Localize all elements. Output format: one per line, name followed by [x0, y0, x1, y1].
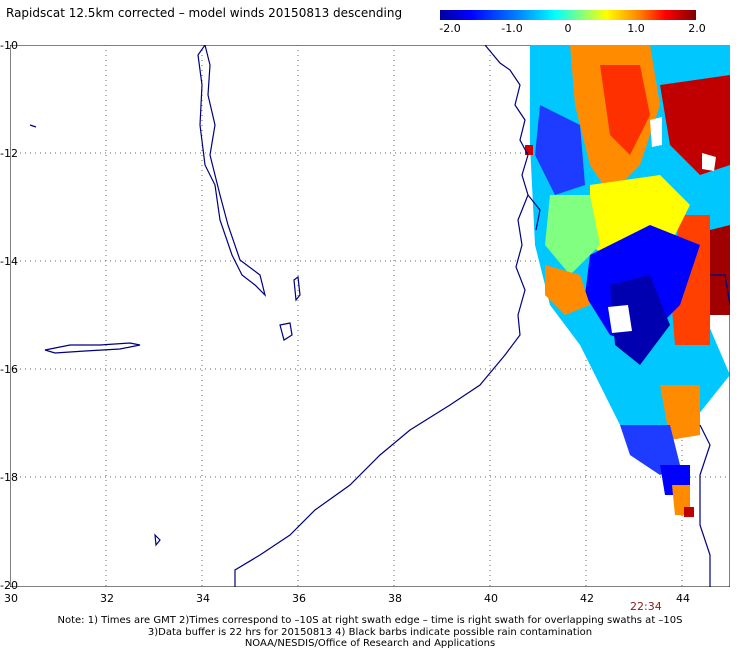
colorbar-label-max: 2.0	[688, 22, 706, 35]
note-line-2: 3)Data buffer is 22 hrs for 20150813 4) …	[147, 627, 593, 638]
colorbar-label-neg1: -1.0	[501, 22, 523, 35]
x-tick-label: 30	[4, 592, 18, 605]
y-tick-label: -18	[0, 471, 18, 484]
x-tick-label: 38	[388, 592, 402, 605]
y-tick-label: -10	[0, 39, 18, 52]
colorbar-label-zero: 0	[564, 22, 572, 35]
note-line-3: NOAA/NESDIS/Office of Research and Appli…	[244, 638, 496, 649]
x-tick-label: 40	[484, 592, 498, 605]
y-tick-label: -20	[0, 579, 18, 592]
colorbar-label-min: -2.0	[439, 22, 461, 35]
note-line-1: Note: 1) Times are GMT 2)Times correspon…	[57, 615, 683, 626]
y-tick-label: -12	[0, 147, 18, 160]
map-plot	[10, 45, 730, 587]
colorbar	[440, 10, 696, 20]
y-tick-label: -16	[0, 363, 18, 376]
swath-time-label: 22:34	[630, 600, 662, 613]
x-tick-label: 32	[100, 592, 114, 605]
x-tick-label: 36	[292, 592, 306, 605]
x-tick-label: 34	[196, 592, 210, 605]
coastline	[29, 45, 730, 587]
wind-swath	[525, 45, 730, 517]
x-tick-label: 42	[580, 592, 594, 605]
colorbar-label-pos1: 1.0	[627, 22, 645, 35]
y-tick-label: -14	[0, 255, 18, 268]
map-title: Rapidscat 12.5km corrected – model winds…	[6, 6, 403, 20]
x-tick-label: 44	[676, 592, 690, 605]
